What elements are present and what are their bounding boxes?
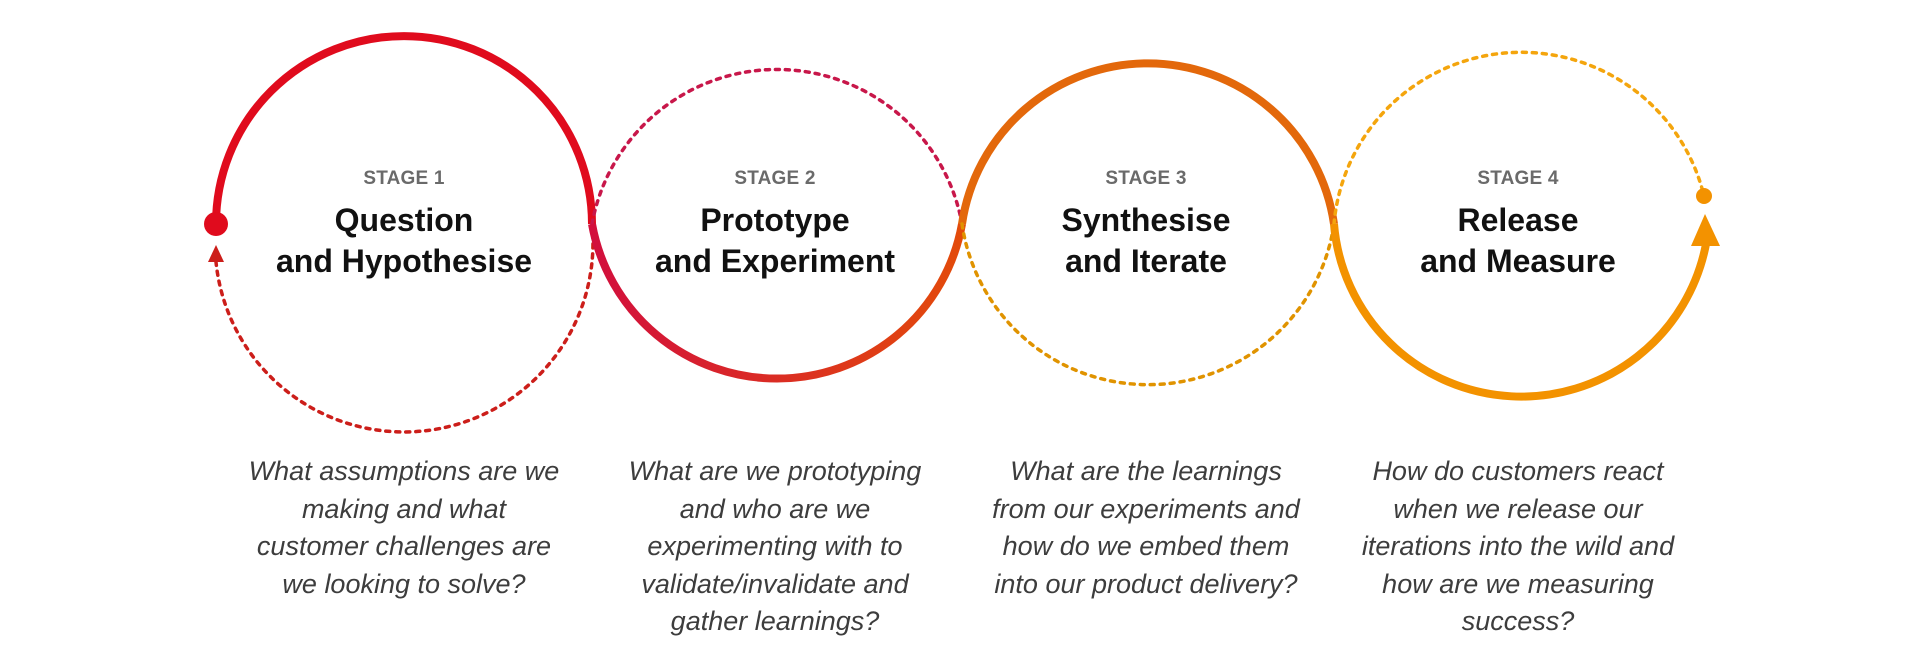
stage-3-question: What are the learnings from our experime…: [992, 456, 1300, 599]
stage-3-solid-arc: [958, 59, 1338, 225]
stage-3-title-line1: Synthesise: [1061, 202, 1231, 238]
stage-1-question: What assumptions are we making and what …: [248, 456, 560, 599]
stage-1-label: STAGE 1: [363, 168, 445, 189]
stage-2-title-line1: Prototype: [700, 202, 850, 238]
stage-1-title-line1: Question: [334, 202, 474, 238]
stage-3-label: STAGE 3: [1105, 168, 1187, 189]
stage-2-label: STAGE 2: [734, 168, 816, 189]
stage-1-dotted-arc: [214, 222, 595, 434]
stage-4-question: How do customers react when we release o…: [1361, 456, 1675, 636]
stage-2-dotted-arc: [590, 67, 964, 226]
stage-3-title-line2: and Iterate: [1065, 243, 1227, 279]
stage-4-title-line2: and Measure: [1420, 243, 1616, 279]
stage-4-end-dot: [1696, 188, 1712, 204]
stage-4-dotted-arc: [1332, 50, 1706, 226]
stage-4-title-line1: Release: [1457, 202, 1579, 238]
stage-4-solid-arc: [1330, 223, 1710, 401]
stage-2-question: What are we prototyping and who are we e…: [628, 456, 922, 636]
stage-4-header: STAGE 4 Release and Measure: [1353, 168, 1683, 282]
stage-3-header: STAGE 3 Synthesise and Iterate: [981, 168, 1311, 282]
stage-2-title-line2: and Experiment: [654, 243, 896, 279]
stage-1-title-line2: and Hypothesise: [275, 243, 533, 279]
stage-1-start-dot: [204, 212, 228, 236]
stage-3-dotted-arc: [960, 222, 1336, 387]
stage-4-label: STAGE 4: [1477, 168, 1559, 189]
stage-2-header: STAGE 2 Prototype and Experiment: [610, 168, 940, 282]
stage-1-arrow-head: [208, 245, 224, 262]
stage-1-solid-arc: [212, 32, 596, 225]
stage-2-solid-arc: [588, 223, 966, 383]
stage-4-arrow-head: [1691, 214, 1720, 246]
stage-1-header: STAGE 1 Question and Hypothesise: [239, 168, 569, 282]
